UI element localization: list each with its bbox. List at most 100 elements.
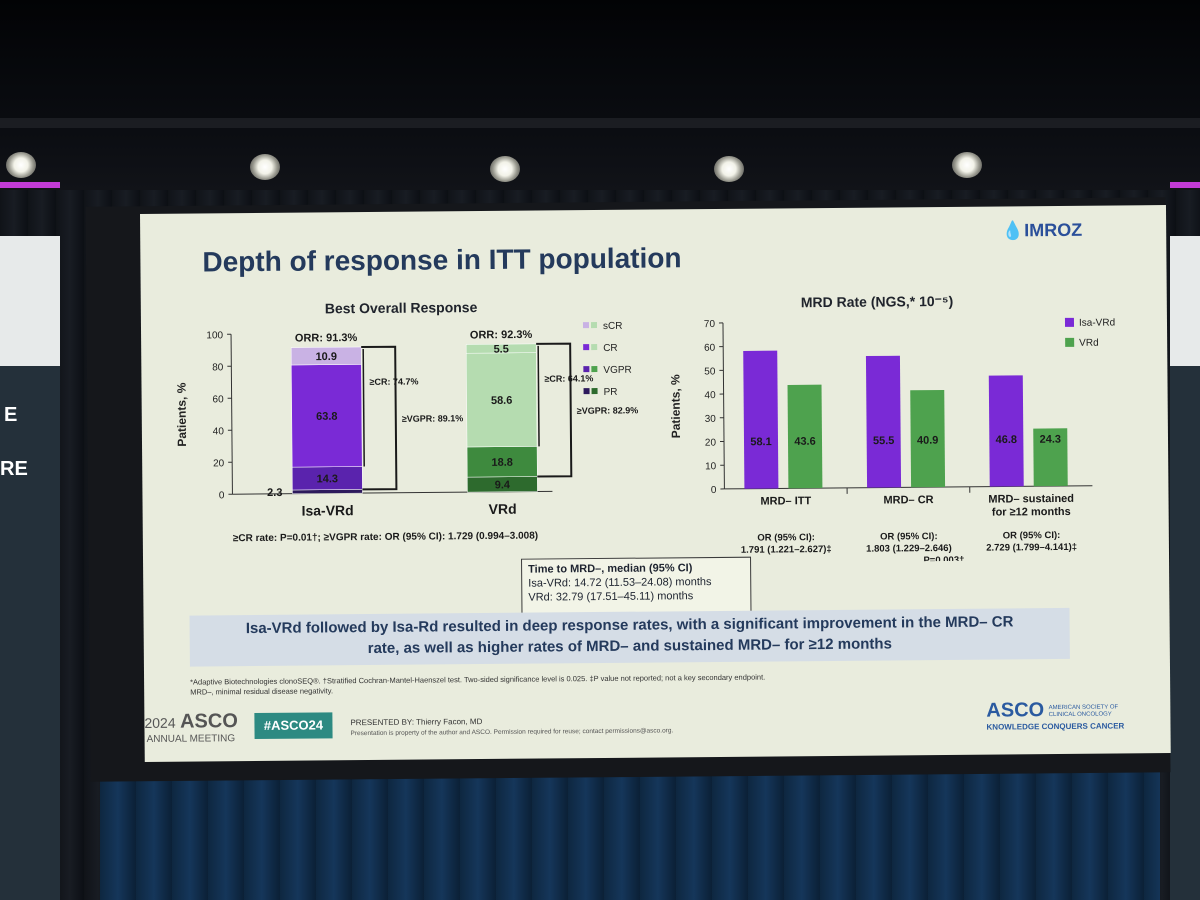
data-label: 46.8 xyxy=(996,434,1018,446)
vgpr-bracket xyxy=(361,345,398,491)
data-label: 5.5 xyxy=(493,344,508,356)
ttm-vrd: VRd: 32.79 (17.51–45.11) months xyxy=(528,590,694,604)
y-axis-label: Patients, % xyxy=(174,382,189,446)
legend-swatch xyxy=(583,344,590,351)
meeting-label: ANNUAL MEETING xyxy=(146,733,236,745)
x-category-label: MRD– ITT xyxy=(760,495,811,507)
bar-isa-vrd xyxy=(988,375,1024,487)
vgpr-bracket xyxy=(536,342,573,478)
spotlight-icon xyxy=(952,152,982,178)
x-category-label: MRD– sustained xyxy=(988,493,1074,506)
y-tick-label: 30 xyxy=(705,414,717,425)
conclusion-callout: Isa-VRd followed by Isa-Rd resulted in d… xyxy=(189,607,1070,667)
banner-panel xyxy=(1170,236,1200,366)
or-annotation: OR (95% CI): xyxy=(1003,530,1061,542)
legend-swatch xyxy=(583,388,590,395)
y-tick-label: 0 xyxy=(711,485,717,496)
cr-bracket-label: ≥CR: 64.1% xyxy=(544,373,593,383)
y-tick-label: 60 xyxy=(212,394,224,405)
y-tick-label: 40 xyxy=(213,426,225,437)
y-tick-label: 100 xyxy=(206,330,223,341)
legend-swatch xyxy=(590,322,598,329)
vgpr-bracket-label: ≥VGPR: 82.9% xyxy=(577,405,639,416)
meeting-year: 2024 xyxy=(144,714,176,731)
imroz-logo: 💧IMROZ xyxy=(1001,219,1083,241)
data-label: 40.9 xyxy=(917,435,939,447)
data-label: 18.8 xyxy=(491,457,513,469)
x-axis-line xyxy=(724,485,1093,490)
y-tick-label: 20 xyxy=(705,438,717,449)
y-tick-label: 80 xyxy=(212,362,224,373)
y-tick-label: 70 xyxy=(704,319,716,330)
legend-swatch xyxy=(582,322,590,329)
data-label: 2.3 xyxy=(267,487,282,499)
or-annotation: 1.803 (1.229–2.646) xyxy=(866,543,952,555)
y-axis-line xyxy=(722,322,725,489)
data-label: 24.3 xyxy=(1040,434,1062,446)
spotlight-icon xyxy=(714,156,744,182)
asco-annual-meeting-logo: 2024 ASCO ANNUAL MEETING xyxy=(144,710,238,745)
data-label: 9.4 xyxy=(495,479,511,491)
bor-chart-title: Best Overall Response xyxy=(324,299,478,317)
orr-label: ORR: 92.3% xyxy=(470,329,533,342)
bar-vrd xyxy=(910,389,946,488)
bar-vrd xyxy=(787,384,823,489)
bar-segment-scr xyxy=(290,346,362,366)
light-stripe xyxy=(0,182,60,188)
side-banner-left: E RE xyxy=(0,236,60,900)
data-label: 55.5 xyxy=(873,435,895,447)
asco-society-logo: ASCO AMERICAN SOCIETY OF CLINICAL ONCOLO… xyxy=(986,698,1133,732)
spotlight-icon xyxy=(250,154,280,180)
data-label: 58.1 xyxy=(750,436,772,448)
y-tick-label: 60 xyxy=(704,343,716,354)
or-annotation: P=0.003† xyxy=(923,555,964,564)
banner-panel xyxy=(0,236,60,366)
y-axis-label: Patients, % xyxy=(668,374,683,438)
spotlight-icon xyxy=(6,152,36,178)
legend-swatch xyxy=(591,344,598,351)
ceiling xyxy=(0,0,1200,190)
slide: Depth of response in ITT population 💧IMR… xyxy=(140,205,1171,762)
side-banner-right xyxy=(1170,236,1200,900)
ttm-header: Time to MRD–, median (95% CI) xyxy=(528,562,693,576)
legend-label: CR xyxy=(603,343,618,354)
banner-word: E xyxy=(4,404,18,426)
x-category-label: for ≥12 months xyxy=(992,506,1071,519)
legend-swatch xyxy=(591,388,598,395)
y-tick-label: 10 xyxy=(705,461,717,472)
light-stripe xyxy=(1170,182,1200,188)
data-label: 63.8 xyxy=(316,411,338,423)
or-annotation: OR (95% CI): xyxy=(880,531,938,543)
legend-label: Isa-VRd xyxy=(1079,317,1115,328)
presenter: PRESENTED BY: Thierry Facon, MD xyxy=(350,717,483,728)
legend-swatch xyxy=(591,366,598,373)
or-annotation: 2.729 (1.799–4.141)‡ xyxy=(986,542,1077,554)
data-label: 10.9 xyxy=(315,351,337,363)
x-category-label: MRD– CR xyxy=(883,494,933,506)
mrd-chart: Patients, % 0 10 20 30 40 50 60 70 58.1 43.6 MRD– I… xyxy=(668,317,1115,564)
banner-word: RE xyxy=(0,458,28,480)
legend-label: VGPR xyxy=(603,365,631,376)
legend-label: PR xyxy=(604,387,618,398)
legend-label: VRd xyxy=(1079,338,1099,349)
society-name: AMERICAN SOCIETY OF CLINICAL ONCOLOGY xyxy=(1048,704,1119,718)
data-label: 58.6 xyxy=(491,395,513,407)
orr-label: ORR: 91.3% xyxy=(295,332,358,345)
y-tick-label: 0 xyxy=(219,490,225,501)
legend-swatch xyxy=(1065,337,1075,347)
bar-segment-scr xyxy=(465,343,537,354)
legend-swatch xyxy=(583,366,590,373)
cr-bracket-label: ≥CR: 74.7% xyxy=(369,376,418,386)
y-tick-label: 40 xyxy=(704,390,716,401)
slide-title: Depth of response in ITT population xyxy=(202,242,682,278)
bar-isa-vrd xyxy=(865,355,902,488)
society-asco: ASCO xyxy=(986,699,1045,722)
presenter-note: Presentation is property of the author a… xyxy=(350,727,674,738)
stage-skirt xyxy=(100,770,1160,900)
x-category-label: VRd xyxy=(489,501,517,517)
meeting-asco: ASCO xyxy=(179,710,238,733)
cr-bracket xyxy=(537,345,540,447)
y-tick-label: 50 xyxy=(704,366,716,377)
society-tagline: KNOWLEDGE CONQUERS CANCER xyxy=(986,721,1125,732)
slide-footnote: *Adaptive Biotechnologies clonoSEQ®. †St… xyxy=(190,672,870,698)
